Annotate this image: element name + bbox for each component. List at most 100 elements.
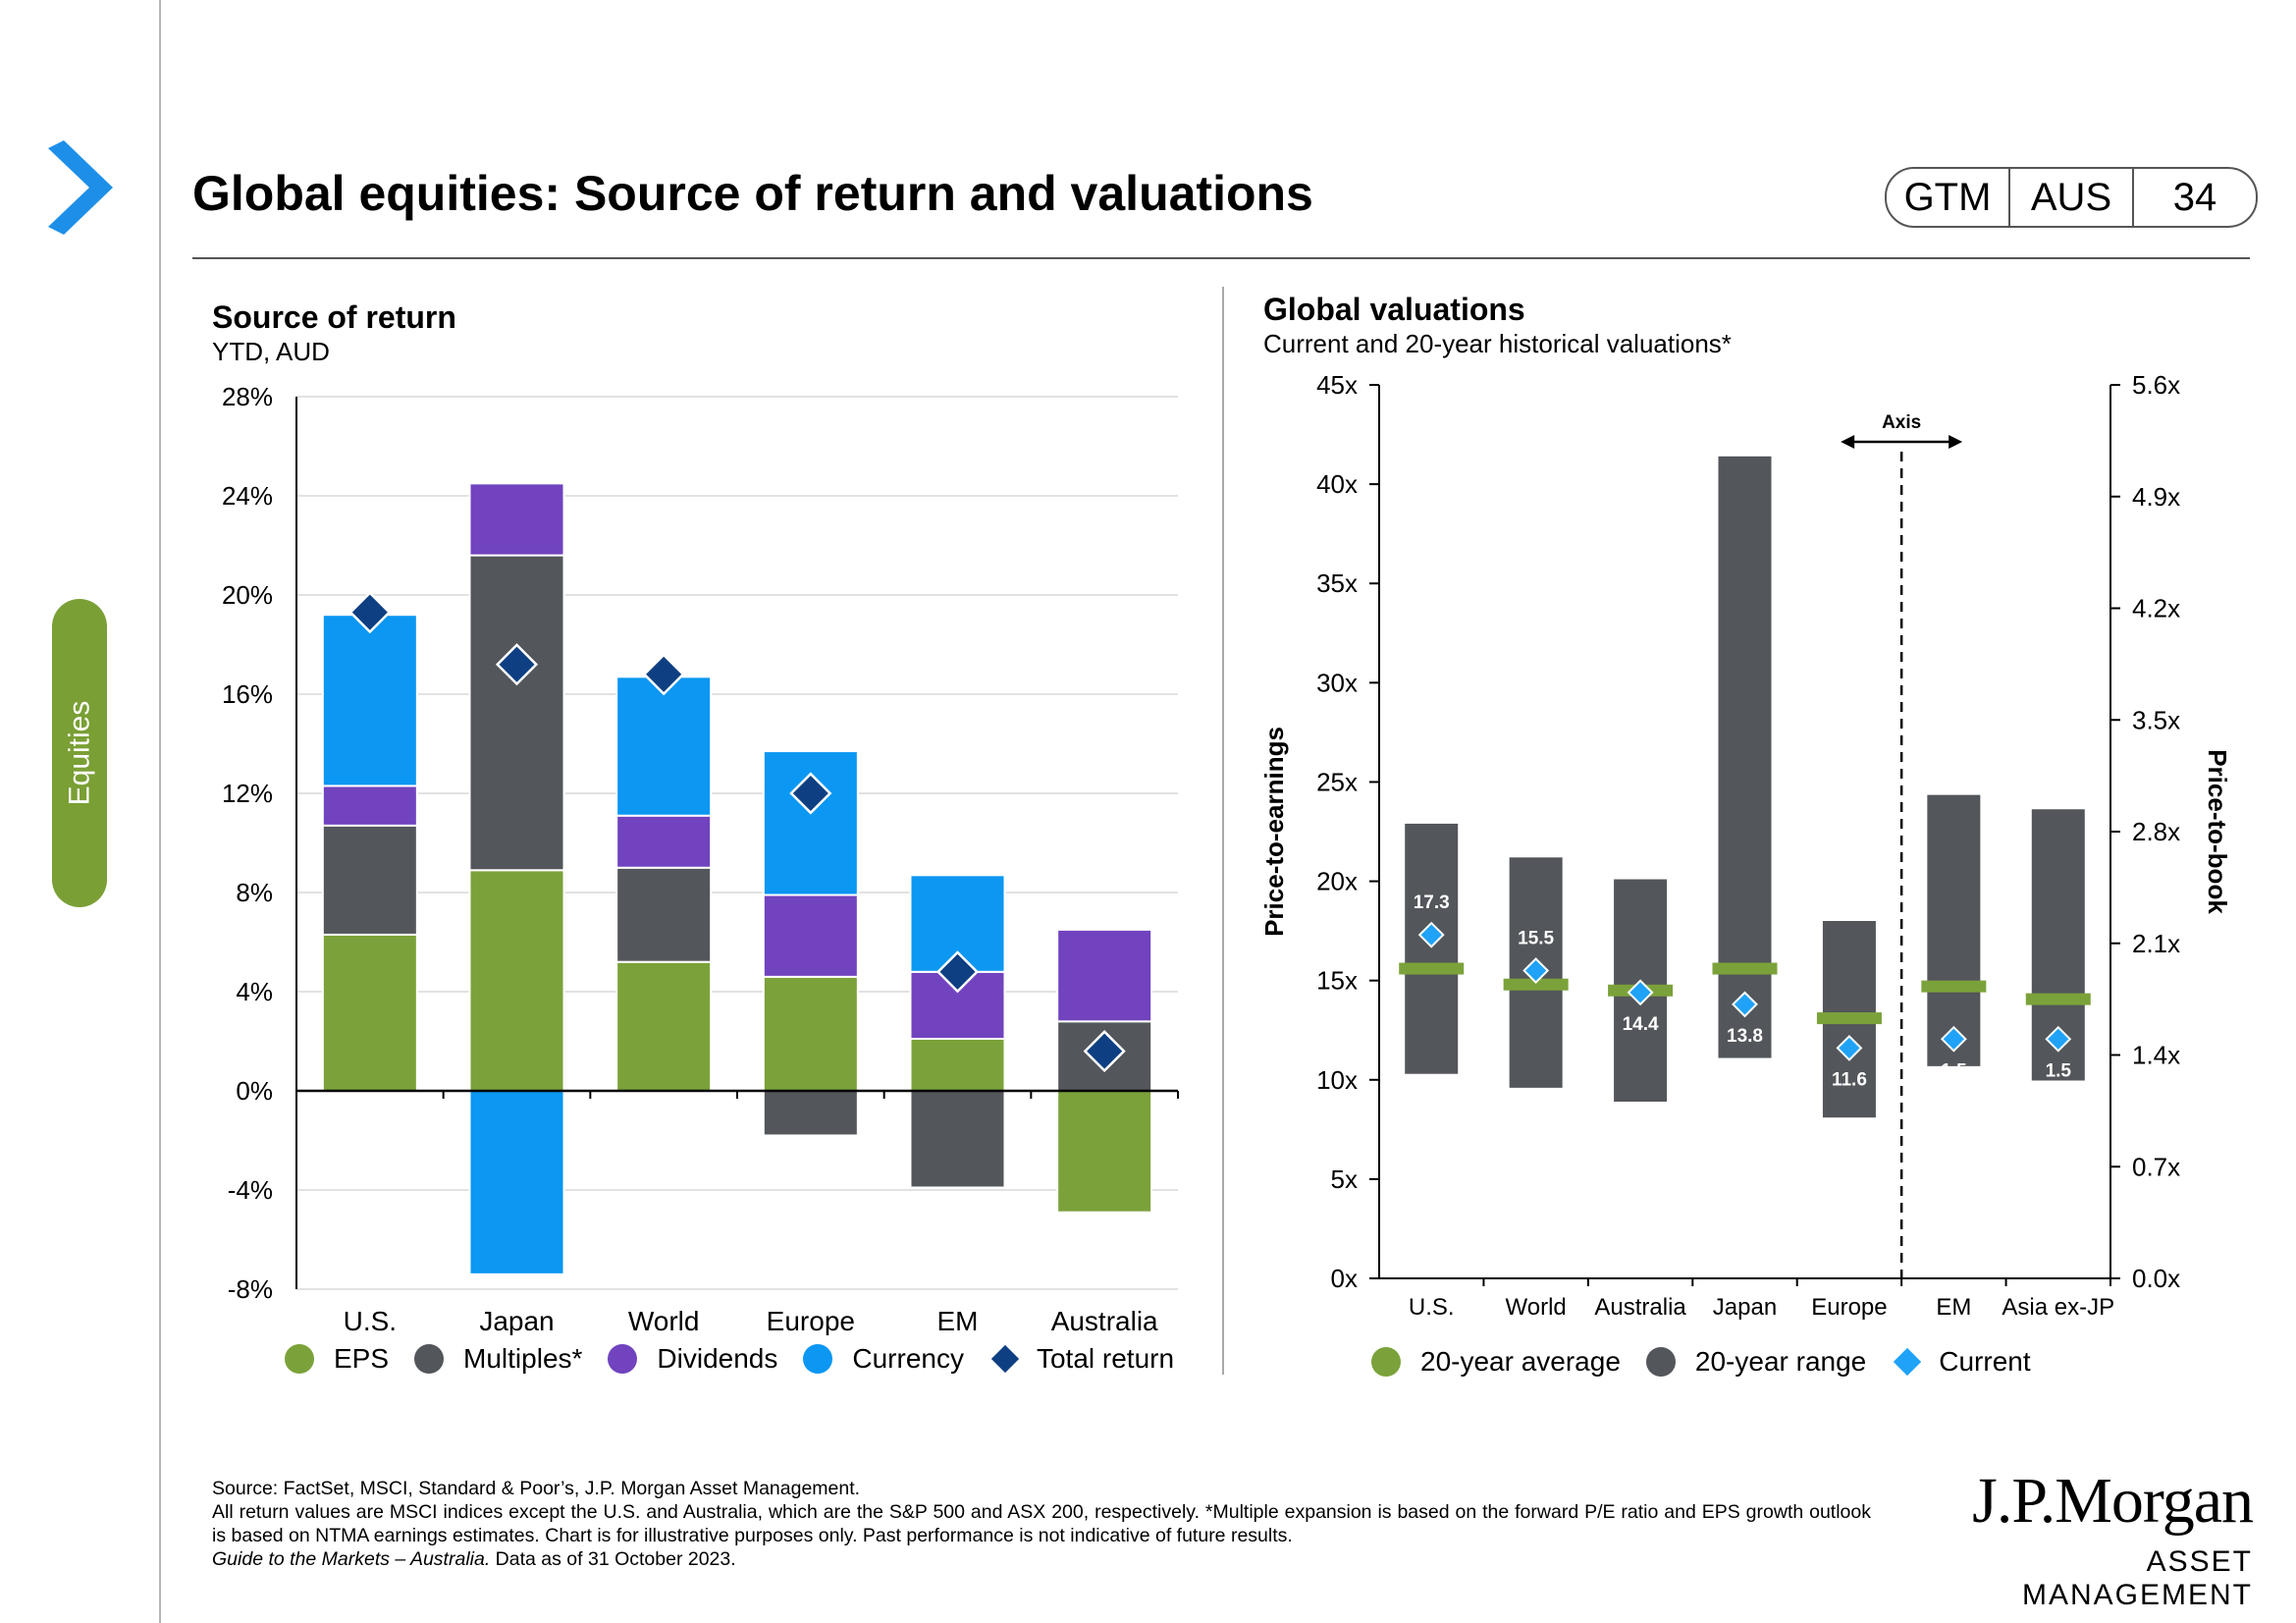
y-tick-label: 20% [222,580,273,610]
y-tick-label: 16% [222,679,273,709]
total-return-marker [495,643,539,686]
legend-current: Current [1892,1346,2031,1378]
total-return-marker [642,653,685,696]
right-y-tick-label: 4.2x [2132,594,2180,623]
x-tick-label: World [1506,1294,1567,1321]
current-marker [1836,1034,1863,1061]
right-chart-title: Global valuations [1263,292,1525,327]
footnote-as-of: Guide to the Markets – Australia. Data a… [212,1547,1871,1571]
y-tick-label: 12% [222,779,273,808]
x-tick-label: Asia ex-JP [2002,1294,2114,1321]
current-marker [1627,979,1654,1006]
badge-page-number: 34 [2132,169,2256,226]
average-marker [1712,962,1778,975]
legend-avg-swatch [1371,1347,1401,1377]
section-tab[interactable] [52,599,107,907]
range-bar [1927,794,1981,1066]
left-chart-title: Source of return [212,299,456,335]
jpmorgan-logo: J.P.Morgan ASSET MANAGEMENT [1939,1467,2254,1612]
right-y-tick-label: 2.1x [2132,929,2180,958]
x-tick-label: Australia [1594,1294,1686,1321]
dividends-bar [468,482,565,557]
current-value-label: 15.5 [1518,929,1554,949]
average-marker [1816,1012,1882,1025]
right-y-tick-label: 0.0x [2132,1264,2180,1293]
left-y-tick-label: 10x [1316,1065,1358,1095]
legend-total-return-swatch [990,1344,1020,1374]
right-y-tick-label: 1.4x [2132,1041,2180,1070]
axis-arrow-right-icon [1949,435,1963,449]
footnote-date: Data as of 31 October 2023. [490,1548,736,1570]
chevron-right-icon[interactable] [44,140,115,235]
axis-arrow-left-icon [1841,435,1855,449]
legend-20-year-average: 20-year average [1371,1346,1621,1378]
legend-range-swatch [1645,1347,1676,1377]
legend-total-return: Total return [989,1343,1174,1375]
multiples-bar [762,1090,859,1137]
right-y-tick-label: 0.7x [2132,1152,2180,1181]
global-valuations-chart: 0x 5x 10x 15x 20x 25x 30x 35x 40x 45x 0.0x 0.7x 1.4x… [1259,370,2232,1321]
source-of-return-chart: -8% -4% 0% 4% 8% 12% 16% 20% 24% 28% U.S. Japan Worl… [222,382,1179,1335]
currency-bar [321,614,418,787]
footnote-guide-title: Guide to the Markets – Australia. [212,1548,491,1570]
y-tick-label: -4% [228,1175,273,1205]
left-y-tick-label: 40x [1316,469,1358,499]
right-y-tick-label: 2.8x [2132,817,2180,846]
slide-badge: GTM AUS 34 [1885,167,2258,228]
range-bar [1718,456,1772,1058]
right-axis-label: Price-to-book [2203,749,2232,914]
average-marker [1921,980,1987,993]
left-y-tick-label: 15x [1316,966,1358,996]
range-bar [1405,823,1459,1074]
legend-currency: Currency [803,1343,964,1375]
y-tick-label: -8% [228,1274,273,1304]
right-chart-subtitle: Current and 20-year historical valuation… [1263,329,1732,358]
multiples-bar [909,1090,1006,1189]
total-return-marker [935,950,980,994]
panel-divider [1222,287,1224,1375]
page-title: Global equities: Source of return and va… [192,166,1313,221]
x-tick-label: Europe [767,1306,855,1335]
legend-multiples: Multiples* [414,1343,582,1375]
current-value-label: 13.8 [1727,1026,1763,1047]
y-tick-label: 28% [222,382,273,411]
legend-eps-swatch [285,1344,314,1374]
current-value-label: 17.3 [1414,893,1450,913]
left-y-tick-label: 35x [1316,568,1358,598]
eps-bar [321,933,418,1092]
average-marker [1399,962,1465,975]
badge-region: AUS [2008,169,2132,226]
axis-marker-label: Axis [1882,412,1921,433]
x-tick-label: World [628,1306,700,1335]
average-marker [1503,978,1569,991]
x-tick-label: Japan [479,1306,554,1335]
left-y-tick-label: 20x [1316,867,1358,896]
right-y-tick-label: 5.6x [2132,370,2180,400]
currency-bar [468,1090,565,1275]
legend-currency-swatch [803,1344,833,1374]
right-y-tick-label: 3.5x [2132,705,2180,734]
y-tick-label: 24% [222,481,273,511]
current-value-label: 14.4 [1623,1014,1659,1035]
left-axis-label: Price-to-earnings [1259,727,1289,937]
legend-current-swatch [1894,1347,1922,1377]
footnotes: Source: FactSet, MSCI, Standard & Poor’s… [212,1477,1871,1571]
x-tick-label: EM [1936,1294,1971,1321]
footnote-source: Source: FactSet, MSCI, Standard & Poor’s… [212,1478,861,1499]
left-chart-subtitle: YTD, AUD [212,337,330,366]
badge-guide: GTM [1903,175,1992,219]
dividends-bar [1056,928,1153,1023]
legend-dividends-swatch [608,1344,638,1374]
dividends-bar [762,893,859,978]
legend-20-year-range: 20-year range [1645,1346,1866,1378]
total-return-marker [789,772,832,815]
left-y-tick-label: 5x [1331,1164,1358,1194]
current-marker [1940,1025,1967,1053]
y-tick-label: 0% [236,1076,273,1106]
x-tick-label: Japan [1713,1294,1777,1321]
x-tick-label: U.S. [344,1306,397,1335]
current-value-label: 1.5 [1941,1060,1967,1081]
x-tick-label: EM [937,1306,979,1335]
currency-bar [615,676,713,817]
left-y-tick-label: 0x [1331,1264,1358,1293]
